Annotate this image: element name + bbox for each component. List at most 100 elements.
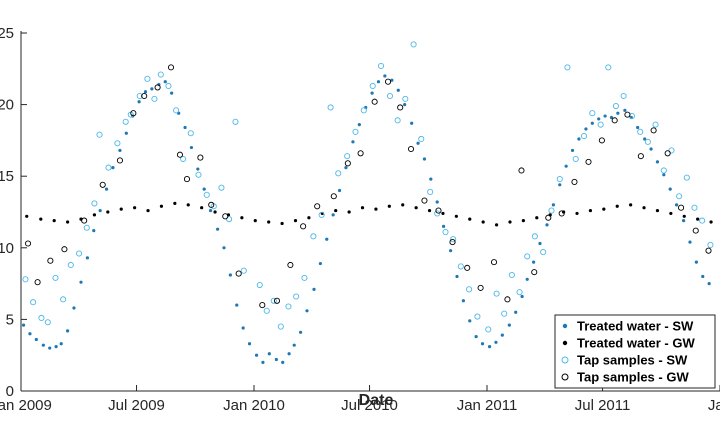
data-point xyxy=(281,360,285,364)
data-point xyxy=(133,206,137,210)
data-point xyxy=(407,145,415,153)
data-point xyxy=(629,203,633,207)
data-point xyxy=(588,208,593,213)
data-point xyxy=(644,138,651,145)
data-point xyxy=(232,118,239,125)
data-point xyxy=(21,323,26,327)
data-point xyxy=(66,220,70,224)
data-point xyxy=(92,213,97,217)
data-point xyxy=(418,135,425,143)
data-point xyxy=(474,334,478,339)
data-point xyxy=(203,191,210,198)
data-point xyxy=(481,220,485,224)
data-point xyxy=(427,208,432,213)
data-point xyxy=(508,271,515,279)
data-point xyxy=(216,227,220,231)
data-point xyxy=(274,357,278,362)
data-point xyxy=(421,197,428,204)
data-point xyxy=(67,261,74,269)
data-point xyxy=(159,204,164,208)
data-point xyxy=(22,276,29,283)
data-point xyxy=(52,274,59,281)
data-point xyxy=(344,160,351,167)
data-point xyxy=(83,224,90,231)
data-point xyxy=(28,332,32,336)
data-point xyxy=(241,326,245,330)
data-point xyxy=(699,217,706,224)
data-point xyxy=(116,157,123,164)
data-point xyxy=(455,274,459,279)
data-point xyxy=(386,92,394,100)
data-point xyxy=(396,88,400,92)
data-point xyxy=(235,270,242,277)
data-point xyxy=(494,340,498,344)
data-point xyxy=(235,303,239,307)
data-point xyxy=(299,330,303,334)
data-point xyxy=(538,241,542,246)
data-point xyxy=(157,71,164,78)
data-point xyxy=(344,166,348,170)
data-point xyxy=(104,187,109,191)
data-point xyxy=(195,171,202,178)
data-point xyxy=(91,200,98,207)
data-point xyxy=(267,352,271,356)
data-point xyxy=(208,208,213,213)
data-point xyxy=(487,345,492,349)
x-axis: Jan 2009 Jul 2009 Jan 2010 Jul 2010 Jan 2011… xyxy=(0,385,720,414)
data-point xyxy=(187,130,194,137)
data-point xyxy=(532,260,536,264)
data-point xyxy=(615,204,619,208)
data-point xyxy=(330,193,337,200)
data-point xyxy=(213,210,217,214)
data-point xyxy=(454,214,458,218)
data-point xyxy=(461,299,465,303)
data-point xyxy=(464,264,471,271)
data-point xyxy=(38,314,45,322)
data-point xyxy=(410,41,417,48)
data-point xyxy=(707,241,714,248)
data-point xyxy=(196,167,200,171)
data-point xyxy=(516,289,523,296)
data-point xyxy=(575,211,579,216)
data-point xyxy=(114,140,121,147)
y-axis: 0 5 10 15 20 25 xyxy=(0,25,27,400)
data-point xyxy=(270,297,277,304)
data-point xyxy=(52,218,56,223)
data-point xyxy=(520,294,524,299)
data-point xyxy=(92,229,96,233)
data-point xyxy=(305,309,309,313)
data-point xyxy=(312,287,316,291)
data-point xyxy=(337,188,342,193)
data-point xyxy=(189,145,194,150)
data-point xyxy=(122,118,129,125)
data-point xyxy=(334,208,338,213)
data-point xyxy=(623,108,627,112)
data-point xyxy=(394,117,401,124)
x-tick-label: Jan xyxy=(708,397,720,414)
data-point xyxy=(682,214,686,218)
data-point xyxy=(441,211,445,216)
data-point xyxy=(310,233,317,240)
data-point xyxy=(183,125,187,130)
data-point xyxy=(435,200,439,204)
data-point xyxy=(24,240,32,247)
data-point xyxy=(254,353,259,357)
data-point xyxy=(485,326,492,333)
data-point xyxy=(545,214,552,221)
data-point xyxy=(683,174,690,181)
legend-label: Tap samples - GW xyxy=(577,370,689,385)
y-tick-label: 0 xyxy=(6,383,14,400)
data-point xyxy=(705,247,712,254)
data-point xyxy=(668,187,672,191)
data-point xyxy=(429,177,433,181)
data-point xyxy=(545,223,549,227)
data-point xyxy=(674,203,679,207)
data-point xyxy=(327,104,334,111)
data-point xyxy=(293,293,300,300)
data-point xyxy=(652,121,659,128)
data-point xyxy=(60,296,67,303)
data-point xyxy=(76,250,83,257)
data-point xyxy=(141,92,148,100)
data-point xyxy=(119,207,123,211)
data-point xyxy=(490,259,498,266)
